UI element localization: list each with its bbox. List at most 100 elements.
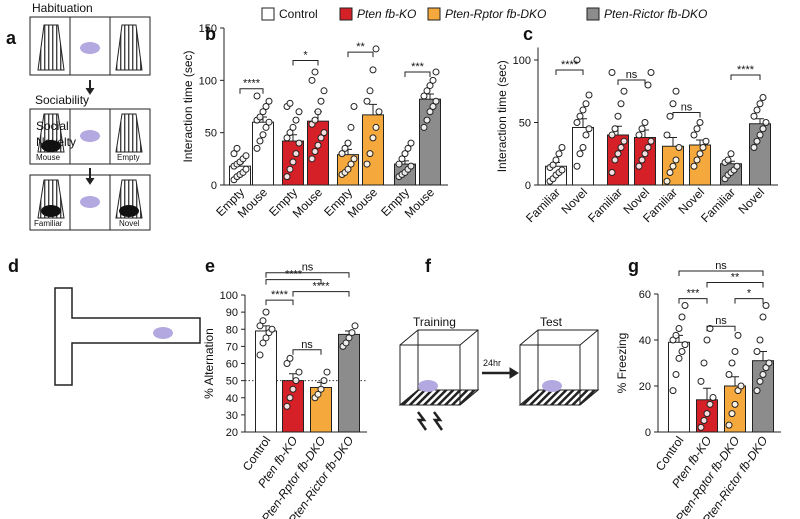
data-point [308, 76, 316, 84]
x-tick-label: Novel [559, 185, 591, 217]
data-point [635, 131, 643, 139]
significance-label: *** [411, 61, 425, 73]
data-point [681, 341, 689, 349]
bar [255, 330, 277, 433]
data-point [672, 371, 680, 378]
stage-label: Test [540, 315, 563, 329]
data-point [429, 103, 437, 110]
data-point [338, 150, 346, 158]
data-point [426, 82, 434, 90]
significance-bracket [347, 51, 374, 58]
data-point [690, 162, 698, 170]
y-tick-label: 100 [199, 75, 217, 87]
y-axis-label: % Freezing [615, 333, 629, 394]
data-point [375, 108, 383, 116]
data-point [702, 137, 710, 145]
significance-label: ns [302, 262, 314, 274]
y-tick-label: 30 [226, 410, 238, 422]
significance-bracket [239, 88, 264, 94]
data-point [734, 331, 742, 339]
data-point [286, 99, 294, 107]
significance-bracket [292, 349, 322, 355]
data-point [678, 348, 686, 355]
stage-label: Novelty [36, 135, 76, 149]
data-point [320, 129, 328, 137]
data-point [750, 144, 758, 151]
data-point [663, 131, 671, 139]
data-point [647, 69, 655, 76]
significance-label: ns [626, 69, 638, 81]
data-point [314, 390, 322, 398]
y-axis-label: Interaction time (sec) [181, 50, 195, 162]
data-point [369, 66, 377, 74]
significance-label: **** [271, 289, 289, 301]
data-point [552, 156, 560, 164]
data-point [317, 385, 325, 393]
data-point [765, 359, 773, 367]
data-point [756, 336, 764, 344]
data-point [289, 158, 297, 166]
significance-label: ns [301, 339, 313, 351]
data-point [641, 119, 649, 126]
data-point [582, 131, 590, 139]
error-bar [669, 137, 677, 147]
significance-label: ns [715, 260, 727, 272]
data-point [555, 150, 563, 158]
data-point [295, 139, 303, 147]
data-point [256, 137, 264, 145]
data-point [753, 348, 761, 355]
data-point [700, 359, 708, 367]
data-point [728, 410, 736, 418]
chamber-label: Familiar [34, 219, 63, 228]
significance-bracket [706, 325, 736, 332]
data-point [314, 141, 322, 149]
data-point [620, 87, 628, 95]
data-point [693, 125, 701, 133]
data-point [731, 348, 739, 355]
data-point [283, 134, 291, 142]
data-point [242, 165, 250, 173]
y-tick-label: 60 [639, 289, 651, 301]
data-point [611, 156, 619, 164]
x-tick-label: Familiar [585, 185, 625, 225]
data-point [314, 108, 322, 116]
data-point [696, 119, 704, 126]
data-point [372, 123, 380, 131]
data-point [292, 150, 300, 158]
data-point [233, 144, 241, 152]
significance-label: **** [737, 64, 755, 76]
chamber-label: Mouse [36, 153, 61, 162]
data-point [756, 131, 764, 139]
data-point [350, 155, 358, 163]
data-point [573, 56, 581, 64]
data-point [347, 160, 355, 168]
data-point [344, 165, 352, 173]
data-point [404, 144, 412, 152]
data-point [617, 144, 625, 151]
data-point [342, 339, 350, 347]
significance-label: ns [715, 315, 727, 327]
significance-label: **** [285, 269, 303, 281]
y-tick-label: 100 [513, 55, 531, 67]
significance-bracket [734, 298, 764, 304]
legend-swatch [586, 7, 600, 21]
significance-bracket [265, 279, 322, 285]
panel-letter: e [205, 256, 215, 276]
y-tick-label: 80 [226, 324, 238, 336]
data-point [366, 150, 374, 158]
y-tick-label: 40 [639, 335, 651, 347]
data-point [756, 377, 764, 385]
data-point [262, 334, 270, 342]
significance-label: **** [561, 59, 579, 71]
data-point [638, 156, 646, 164]
data-point [429, 76, 437, 84]
data-point [268, 325, 276, 333]
panel-letter: d [8, 256, 19, 276]
fear-conditioning-diagram: Training 24hr Test [398, 315, 600, 431]
chamber-label: Novel [119, 219, 140, 228]
legend-label: Pten-Rptor fb-DKO [445, 7, 546, 21]
error-bar [731, 376, 739, 386]
data-point [311, 116, 319, 124]
